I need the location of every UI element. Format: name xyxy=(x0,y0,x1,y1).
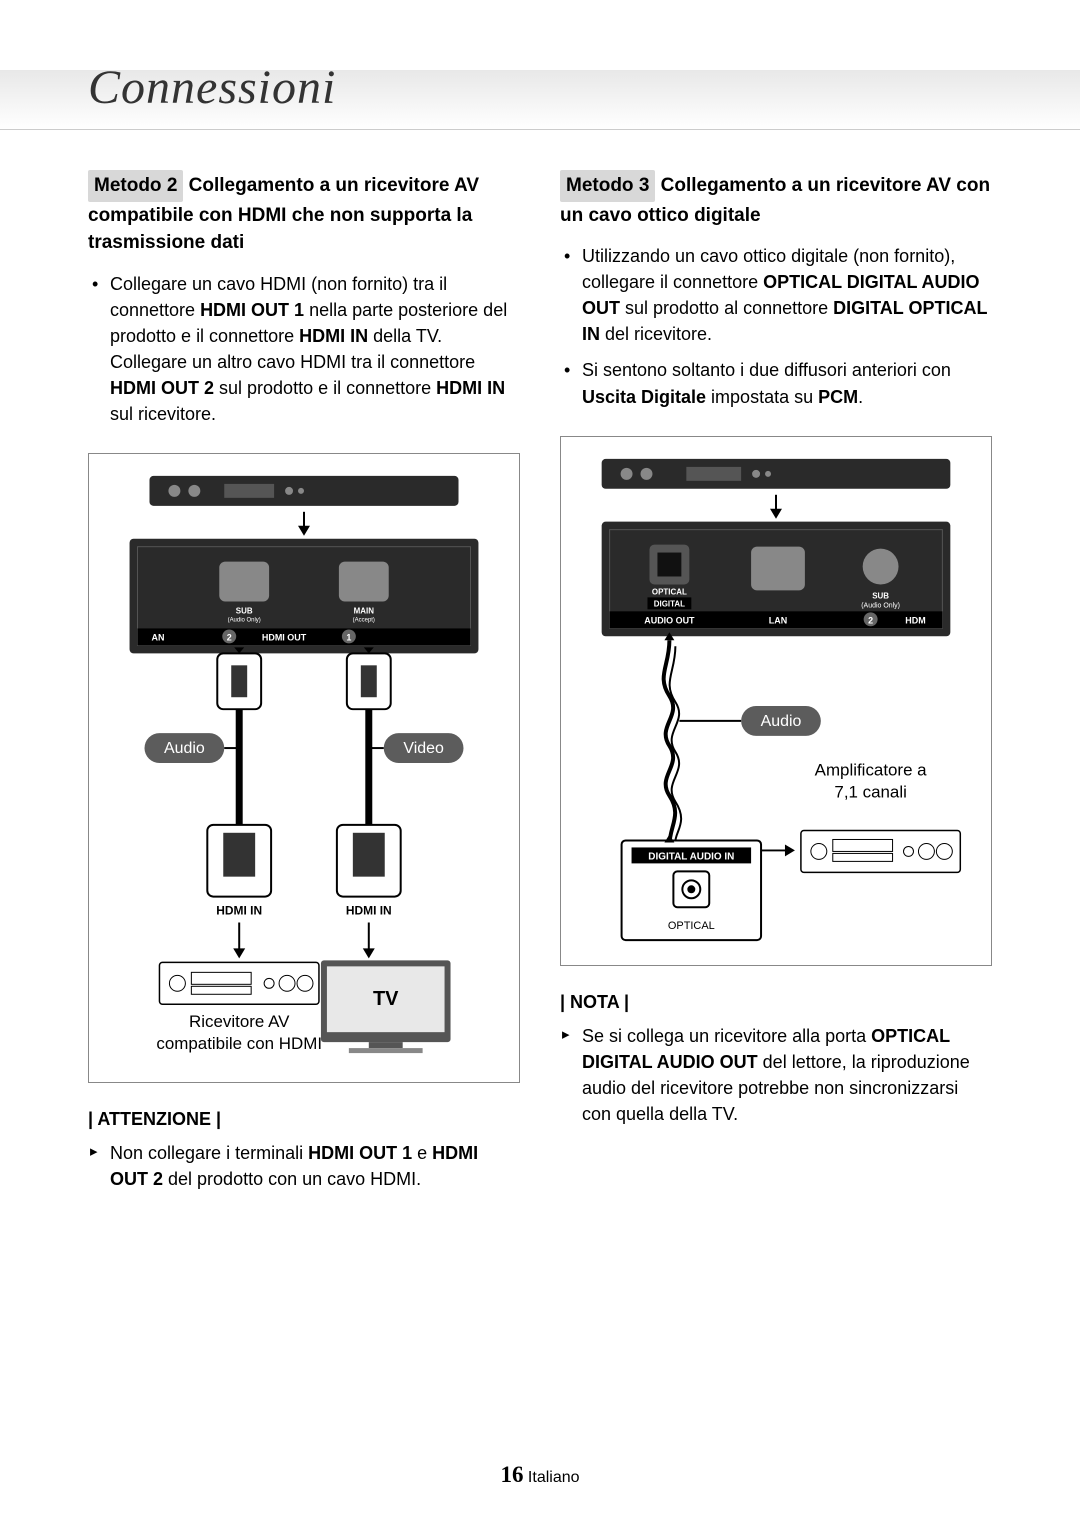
svg-text:OPTICAL: OPTICAL xyxy=(652,587,687,596)
svg-text:HDMI IN: HDMI IN xyxy=(216,904,262,918)
svg-text:(Audio Only): (Audio Only) xyxy=(861,602,900,609)
method3-bullet-1: Utilizzando un cavo ottico digitale (non… xyxy=(560,243,992,347)
method2-diagram: SUB (Audio Only) MAIN (Accept) AN 2 HDMI… xyxy=(88,453,520,1083)
svg-text:Video: Video xyxy=(403,740,444,757)
method3-heading: Metodo 3 Collegamento a un ricevitore AV… xyxy=(560,170,992,229)
method3-badge: Metodo 3 xyxy=(560,170,655,202)
svg-text:(Accept): (Accept) xyxy=(353,618,375,624)
page-footer: 16 Italiano xyxy=(0,1462,1080,1488)
right-column: Metodo 3 Collegamento a un ricevitore AV… xyxy=(560,170,992,1202)
svg-text:Audio: Audio xyxy=(164,740,205,757)
svg-text:AN: AN xyxy=(151,633,164,643)
attention-item-1: Non collegare i terminali HDMI OUT 1 e H… xyxy=(88,1140,520,1192)
method2-bullets: Collegare un cavo HDMI (non fornito) tra… xyxy=(88,271,520,428)
svg-text:7,1 canali: 7,1 canali xyxy=(834,782,906,801)
svg-text:MAIN: MAIN xyxy=(354,607,375,616)
left-column: Metodo 2 Collegamento a un ricevitore AV… xyxy=(88,170,520,1202)
method2-heading: Metodo 2 Collegamento a un ricevitore AV… xyxy=(88,170,520,257)
nota-list: Se si collega un ricevitore alla porta O… xyxy=(560,1023,992,1127)
method2-badge: Metodo 2 xyxy=(88,170,183,202)
method3-bullets: Utilizzando un cavo ottico digitale (non… xyxy=(560,243,992,410)
svg-text:Audio: Audio xyxy=(761,713,802,730)
nota-label: | NOTA | xyxy=(560,992,992,1013)
svg-text:SUB: SUB xyxy=(236,607,253,616)
svg-text:HDMI IN: HDMI IN xyxy=(346,904,392,918)
svg-text:OPTICAL: OPTICAL xyxy=(668,920,715,932)
content-columns: Metodo 2 Collegamento a un ricevitore AV… xyxy=(88,170,992,1202)
svg-text:2: 2 xyxy=(227,633,232,643)
svg-text:2: 2 xyxy=(868,615,873,625)
svg-text:LAN: LAN xyxy=(769,615,787,625)
svg-text:1: 1 xyxy=(346,633,351,643)
page-lang: Italiano xyxy=(528,1469,580,1486)
method3-bullet-2: Si sentono soltanto i due diffusori ante… xyxy=(560,357,992,409)
svg-text:AUDIO OUT: AUDIO OUT xyxy=(644,615,695,625)
page-number: 16 xyxy=(500,1462,523,1487)
svg-text:TV: TV xyxy=(373,988,399,1010)
svg-text:DIGITAL AUDIO IN: DIGITAL AUDIO IN xyxy=(648,851,734,862)
attention-label: | ATTENZIONE | xyxy=(88,1109,520,1130)
nota-item-1: Se si collega un ricevitore alla porta O… xyxy=(560,1023,992,1127)
svg-text:DIGITAL: DIGITAL xyxy=(654,599,685,608)
method3-diagram: OPTICAL DIGITAL SUB (Audio Only) AUDIO O… xyxy=(560,436,992,966)
svg-text:Amplificatore a: Amplificatore a xyxy=(815,760,928,779)
svg-text:compatibile con HDMI: compatibile con HDMI xyxy=(156,1034,322,1053)
page-title: Connessioni xyxy=(88,60,336,115)
svg-text:SUB: SUB xyxy=(872,591,889,600)
svg-text:HDMI OUT: HDMI OUT xyxy=(262,633,307,643)
method2-bullet-1: Collegare un cavo HDMI (non fornito) tra… xyxy=(88,271,520,428)
svg-text:Ricevitore AV: Ricevitore AV xyxy=(189,1012,290,1031)
svg-text:HDM: HDM xyxy=(905,615,925,625)
svg-text:(Audio Only): (Audio Only) xyxy=(228,618,261,624)
attention-list: Non collegare i terminali HDMI OUT 1 e H… xyxy=(88,1140,520,1192)
